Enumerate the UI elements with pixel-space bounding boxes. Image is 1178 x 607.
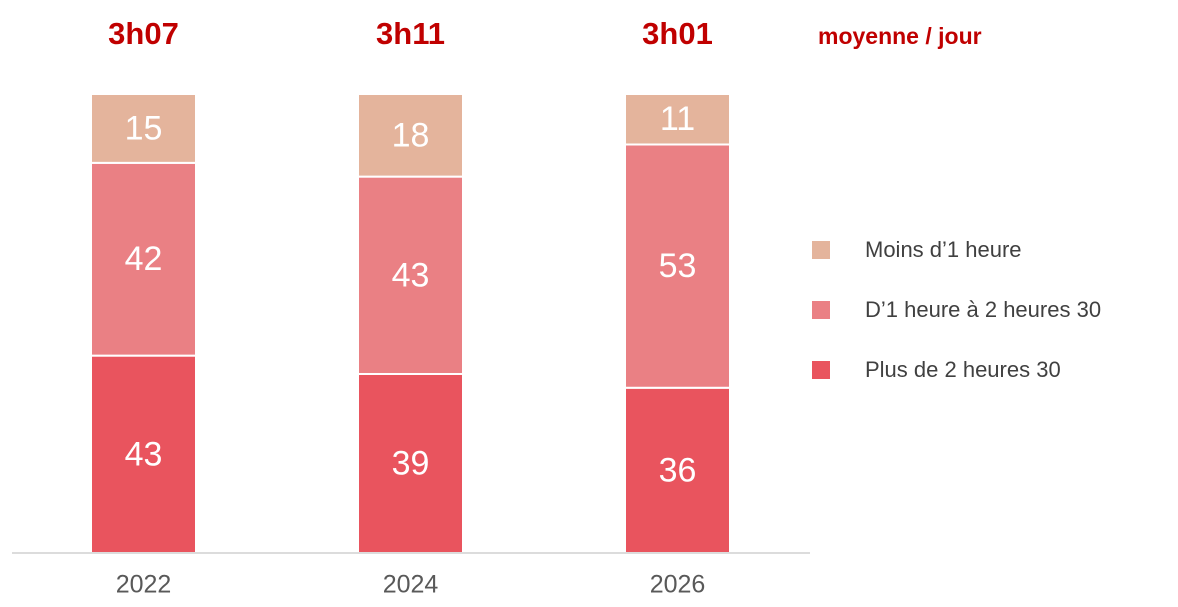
bar-segment — [357, 175, 464, 375]
bar-segment — [90, 354, 197, 554]
bar-segment — [357, 93, 464, 178]
average-label: 3h01 — [642, 16, 713, 51]
legend-label: Plus de 2 heures 30 — [865, 357, 1061, 382]
bar-segment — [90, 161, 197, 357]
data-label: 11 — [660, 100, 695, 138]
averages-label: moyenne / jour — [818, 23, 982, 49]
x-tick-label: 2026 — [650, 571, 706, 599]
average-label: 3h11 — [376, 16, 445, 51]
data-label: 36 — [659, 451, 697, 489]
data-label: 39 — [392, 444, 430, 482]
x-tick-label: 2024 — [383, 571, 439, 599]
data-label: 53 — [659, 247, 697, 285]
bar-segment — [624, 93, 731, 146]
bar-segment — [90, 93, 197, 164]
legend-label: D’1 heure à 2 heures 30 — [865, 297, 1101, 322]
average-label: 3h07 — [108, 16, 179, 51]
data-label: 42 — [125, 240, 163, 278]
data-label: 18 — [392, 116, 430, 154]
legend-swatch — [812, 241, 830, 259]
legend-swatch — [812, 301, 830, 319]
bar-segment — [357, 372, 464, 554]
bar-segment — [624, 143, 731, 389]
data-label: 43 — [125, 435, 163, 473]
x-tick-label: 2022 — [116, 571, 172, 599]
legend-label: Moins d’1 heure — [865, 237, 1022, 262]
data-label: 15 — [125, 109, 163, 147]
data-label: 43 — [392, 256, 430, 294]
legend-swatch — [812, 361, 830, 379]
